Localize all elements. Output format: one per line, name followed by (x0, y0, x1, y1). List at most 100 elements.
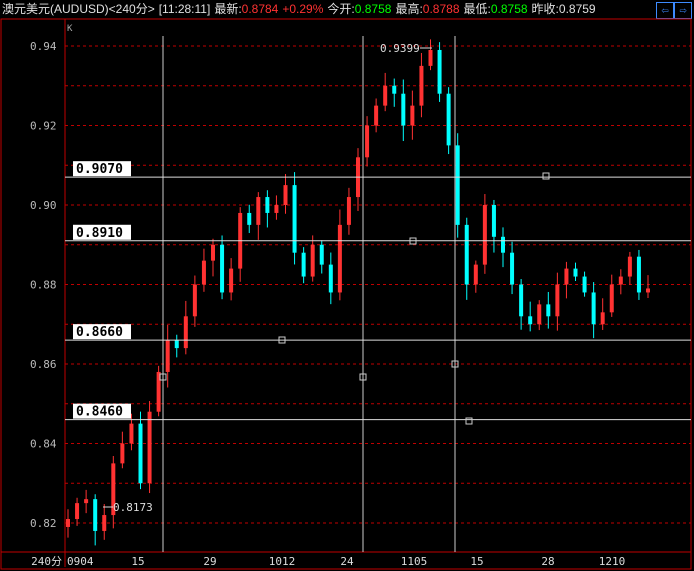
line-handle (465, 417, 473, 425)
last-label: 最新: (214, 2, 242, 16)
x-tick-label: 28 (541, 555, 554, 568)
candle-body (256, 197, 261, 225)
candle-body (274, 205, 279, 213)
candle-body (374, 105, 379, 126)
indicator-label: K (67, 24, 73, 34)
candle-body (428, 49, 433, 66)
candle-body (618, 276, 623, 285)
price-line-label-box (73, 161, 131, 177)
price-line-label-box (73, 224, 131, 240)
candle-body (102, 515, 107, 531)
line-handle (409, 237, 417, 245)
candle-body (201, 260, 206, 285)
x-tick-label: 1210 (599, 555, 626, 568)
candle-body (419, 65, 424, 106)
candle-body (301, 252, 306, 277)
candle-body (528, 316, 533, 325)
candle-body (165, 340, 170, 372)
candle-body (401, 93, 406, 126)
candle-body (283, 185, 288, 205)
candle-body (365, 125, 370, 158)
candle-body (464, 224, 469, 285)
high-price: 0.8788 (422, 2, 460, 16)
price-line-label-box (73, 403, 131, 419)
candle-body (84, 499, 89, 504)
x-tick-label: 24 (340, 555, 354, 568)
low-price: 0.8758 (490, 2, 528, 16)
prev-label: 昨收: (531, 2, 559, 16)
x-tick-label: 29 (203, 555, 216, 568)
candle-body (600, 312, 605, 325)
candle-body (211, 244, 215, 261)
candle-body (75, 503, 80, 520)
candle-body (66, 519, 70, 527)
candle-body (129, 423, 134, 444)
y-tick-label: 0.94 (30, 40, 57, 53)
x-tick-label: 1105 (401, 555, 428, 568)
candle-body (446, 93, 451, 146)
candle-body (383, 85, 388, 106)
open-label: 今开: (327, 2, 355, 16)
high-annotation: 0.9399 (380, 42, 420, 55)
candle-body (310, 244, 315, 277)
candle-body (491, 205, 496, 237)
candle-body (636, 256, 641, 293)
clock: [11:28:11] (158, 2, 211, 16)
line-handle (278, 336, 286, 344)
x-tick-label: 1012 (269, 555, 296, 568)
x-tick-label: 15 (470, 555, 483, 568)
candle-body (229, 268, 234, 293)
x-tick-label: 0904 (67, 555, 94, 568)
x-tick-label: 15 (131, 555, 144, 568)
candle-body (147, 411, 152, 484)
y-tick-label: 0.84 (30, 438, 57, 451)
candle-body (138, 423, 143, 484)
candle-body (111, 463, 116, 516)
price-line-label-box (73, 324, 131, 340)
period-label: 240分 (31, 555, 62, 568)
symbol-title: 澳元美元(AUDUSD)<240分> (2, 2, 155, 16)
candle-body (328, 264, 333, 293)
candle-body (591, 292, 596, 325)
candle-body (319, 244, 324, 265)
candle-body (410, 105, 415, 126)
price-line-label: 0.8460 (76, 405, 123, 420)
candle-body (437, 49, 442, 94)
candle-body (627, 256, 632, 277)
open-price: 0.8758 (354, 2, 392, 16)
candle-body (346, 197, 351, 225)
candle-body (93, 499, 98, 531)
chart-frame (0, 18, 692, 570)
candle-body (482, 205, 487, 265)
last-price: 0.8784 (241, 2, 279, 16)
line-handle (451, 360, 459, 368)
candle-body (156, 371, 161, 412)
prev-close: 0.8759 (558, 2, 596, 16)
line-handle (359, 373, 367, 381)
candle-body (174, 340, 179, 349)
candle-body (183, 316, 188, 349)
candle-body (555, 284, 560, 317)
candle-body (537, 304, 542, 325)
y-tick-label: 0.90 (30, 199, 57, 212)
candle-body (609, 284, 614, 313)
candle-body (473, 264, 478, 285)
candle-body (646, 288, 650, 293)
candle-body (120, 443, 125, 464)
candle-body (519, 284, 524, 317)
candle-body (510, 252, 515, 285)
candle-body (265, 197, 270, 213)
candle-body (564, 268, 569, 285)
line-handle (542, 172, 550, 180)
candle-body (292, 185, 297, 253)
candle-body (192, 284, 197, 317)
price-line-label: 0.9070 (76, 162, 123, 177)
y-tick-label: 0.92 (30, 120, 57, 133)
y-tick-label: 0.88 (30, 279, 57, 292)
candle-body (501, 236, 505, 253)
low-annotation: 0.8173 (113, 501, 153, 514)
low-label: 最低: (463, 2, 491, 16)
candle-body (337, 224, 342, 293)
